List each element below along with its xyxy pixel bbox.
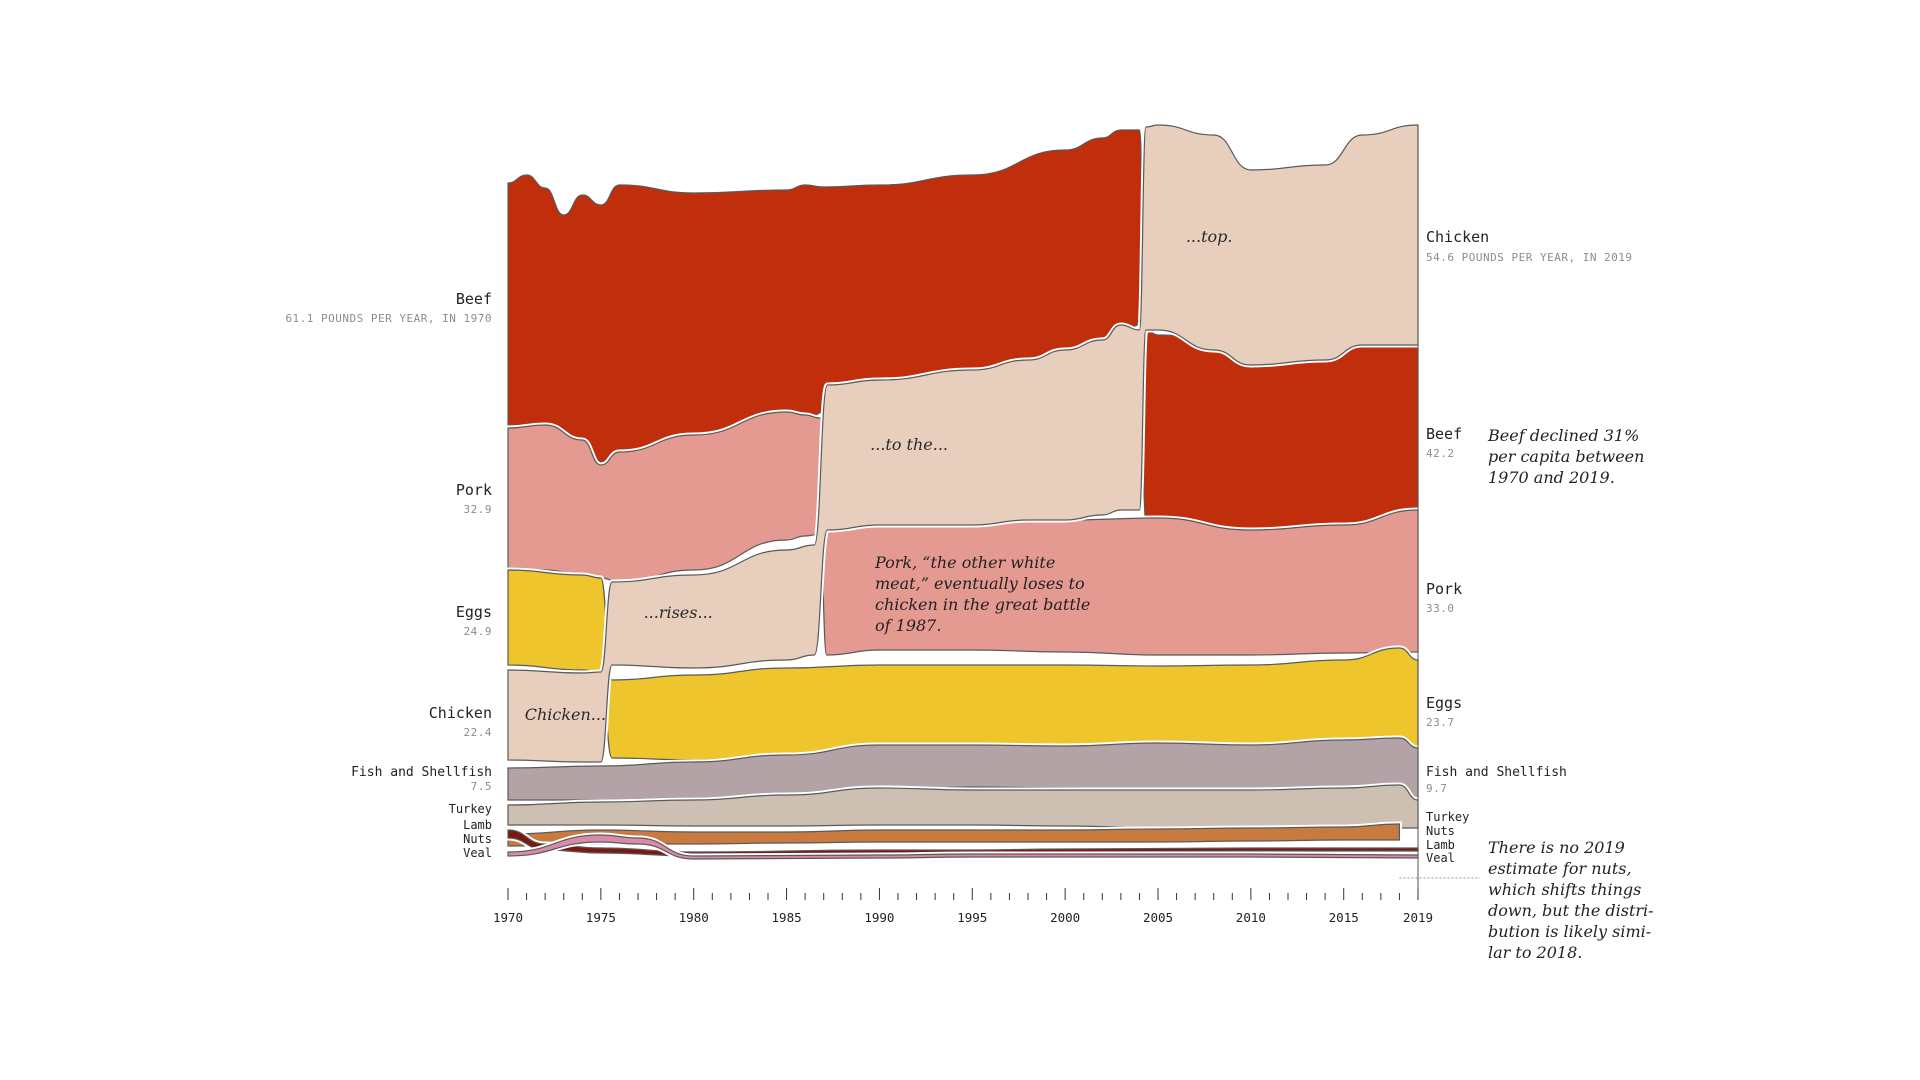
right-series-value: 42.2	[1426, 447, 1455, 460]
right-series-label: Veal	[1426, 851, 1455, 865]
right-series-label: Beef	[1426, 425, 1462, 443]
x-tick-label: 1970	[493, 910, 523, 925]
x-tick-label: 2005	[1143, 910, 1173, 925]
x-tick-label: 2000	[1050, 910, 1080, 925]
right-series-label: Nuts	[1426, 824, 1455, 838]
left-label-layer: Beef 61.1 POUNDS PER YEAR, IN 1970 Pork 32.…	[285, 290, 492, 860]
x-tick-label: 2019	[1403, 910, 1433, 925]
right-series-label: Eggs	[1426, 694, 1462, 712]
right-series-value: 9.7	[1426, 782, 1447, 795]
beef-annotation-line: per capita between	[1488, 447, 1644, 466]
left-series-label: Pork	[456, 481, 492, 499]
x-tick-label: 1975	[586, 910, 616, 925]
left-series-value: 32.9	[464, 503, 493, 516]
left-series-label: Beef	[456, 290, 492, 308]
right-series-value: 33.0	[1426, 602, 1455, 615]
nuts-annotation-line: estimate for nuts,	[1488, 859, 1632, 878]
left-series-value: 61.1 POUNDS PER YEAR, IN 1970	[285, 312, 492, 325]
pork-annotation-line: chicken in the great battle	[875, 595, 1090, 614]
left-series-value: 7.5	[471, 780, 492, 793]
inner-label: ...rises...	[644, 603, 713, 622]
stream-nuts	[507, 823, 1400, 847]
left-series-value: 24.9	[464, 625, 493, 638]
nuts-annotation-line: lar to 2018.	[1488, 943, 1582, 962]
x-tick-label: 1980	[679, 910, 709, 925]
right-label-layer: Chicken 54.6 POUNDS PER YEAR, IN 2019 Beef…	[1399, 125, 1632, 900]
right-series-value: 54.6 POUNDS PER YEAR, IN 2019	[1426, 251, 1633, 264]
right-series-label: Pork	[1426, 580, 1462, 598]
x-tick-label: 1995	[957, 910, 987, 925]
left-series-label: Veal	[463, 846, 492, 860]
x-tick-label: 2010	[1236, 910, 1266, 925]
x-axis: 1970 1975 1980 1985 1990 1995 2000 2005 2010 2015…	[493, 888, 1433, 925]
pork-annotation-line: meat,” eventually loses to	[875, 574, 1085, 593]
nuts-annotation-line: which shifts things	[1488, 880, 1641, 899]
left-series-label: Fish and Shellfish	[351, 765, 492, 780]
pork-annotation-line: Pork, “the other white	[874, 553, 1055, 572]
beef-annotation-line: Beef declined 31%	[1487, 426, 1639, 445]
pork-annotation-line: of 1987.	[875, 616, 941, 635]
left-series-label: Turkey	[449, 802, 492, 816]
left-series-label: Chicken	[429, 704, 492, 722]
x-tick-label: 1985	[772, 910, 802, 925]
inner-label: ...top.	[1186, 227, 1233, 246]
x-tick-label: 2015	[1329, 910, 1359, 925]
beef-annotation-line: 1970 and 2019.	[1488, 468, 1615, 487]
left-series-value: 22.4	[464, 726, 493, 739]
right-series-value: 23.7	[1426, 716, 1455, 729]
right-series-label: Turkey	[1426, 810, 1469, 824]
inner-label-layer: Chicken... ...rises... ...to the... ...top.	[525, 227, 1233, 724]
nuts-annotation-line: down, but the distri-	[1488, 901, 1654, 920]
nuts-annotation-line: There is no 2019	[1488, 838, 1625, 857]
annotation-layer: Pork, “the other white meat,” eventually …	[874, 426, 1654, 962]
stream-chicken	[507, 124, 1419, 763]
right-series-label: Chicken	[1426, 228, 1489, 246]
inner-label: Chicken...	[525, 705, 606, 724]
right-series-label: Lamb	[1426, 838, 1455, 852]
left-series-label: Lamb	[463, 818, 492, 832]
inner-label: ...to the...	[870, 435, 948, 454]
left-series-label: Eggs	[456, 603, 492, 621]
x-tick-label: 1990	[864, 910, 894, 925]
left-series-label: Nuts	[463, 832, 492, 846]
stream-layer	[505, 122, 1421, 862]
right-series-label: Fish and Shellfish	[1426, 765, 1567, 780]
nuts-annotation-line: bution is likely simi-	[1488, 922, 1651, 941]
